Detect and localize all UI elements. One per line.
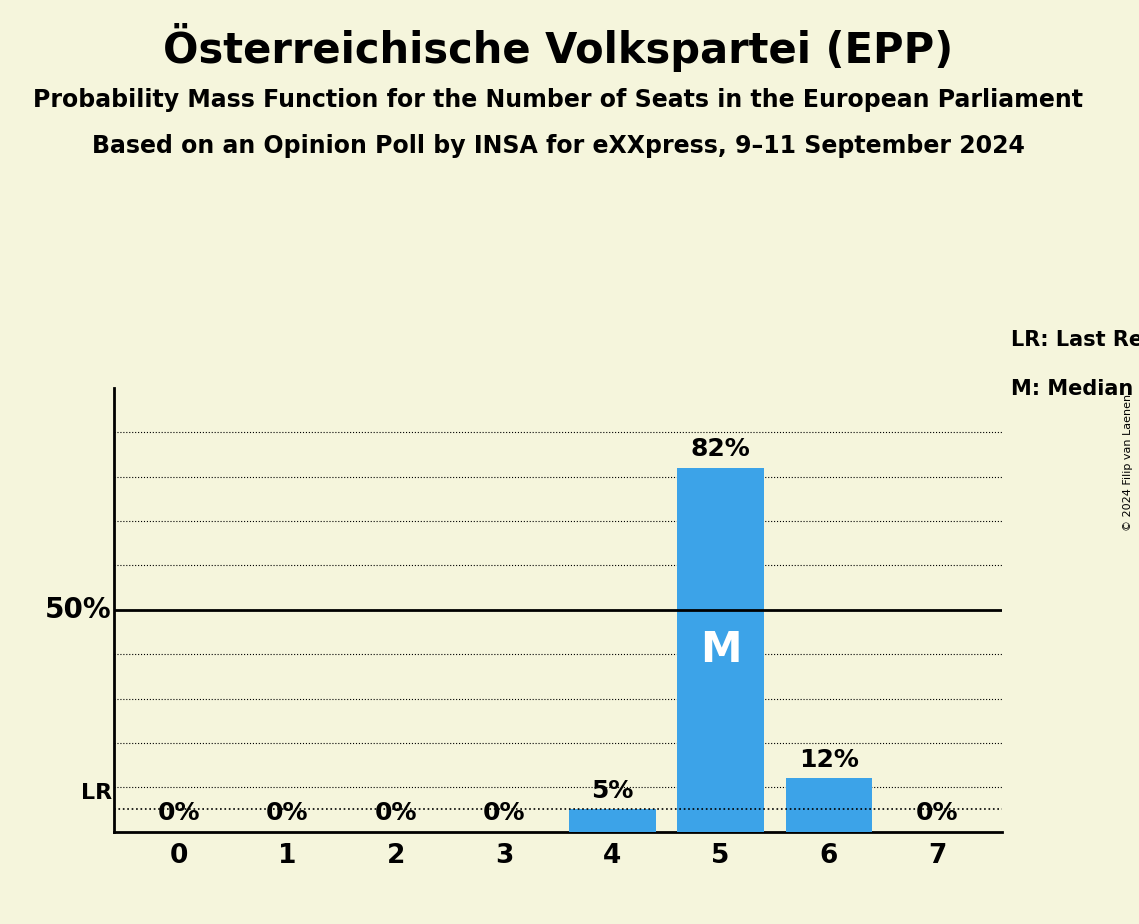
Text: 5%: 5% xyxy=(591,779,633,803)
Text: LR: LR xyxy=(81,783,112,803)
Text: Probability Mass Function for the Number of Seats in the European Parliament: Probability Mass Function for the Number… xyxy=(33,88,1083,112)
Text: Based on an Opinion Poll by INSA for eXXpress, 9–11 September 2024: Based on an Opinion Poll by INSA for eXX… xyxy=(91,134,1025,158)
Text: 0%: 0% xyxy=(375,801,417,825)
Text: 0%: 0% xyxy=(916,801,959,825)
Bar xyxy=(786,778,872,832)
Bar xyxy=(570,809,656,832)
Text: Österreichische Volkspartei (EPP): Österreichische Volkspartei (EPP) xyxy=(163,23,953,72)
Text: M: M xyxy=(699,628,741,671)
Text: M: Median: M: Median xyxy=(1011,379,1133,399)
Text: 0%: 0% xyxy=(483,801,525,825)
Text: 82%: 82% xyxy=(690,437,751,461)
Text: 50%: 50% xyxy=(46,596,112,624)
Text: © 2024 Filip van Laenen: © 2024 Filip van Laenen xyxy=(1123,394,1133,530)
Text: 0%: 0% xyxy=(267,801,309,825)
Text: 0%: 0% xyxy=(157,801,200,825)
Text: LR: Last Result: LR: Last Result xyxy=(1011,331,1139,350)
Bar xyxy=(678,468,764,832)
Text: 12%: 12% xyxy=(800,748,859,772)
